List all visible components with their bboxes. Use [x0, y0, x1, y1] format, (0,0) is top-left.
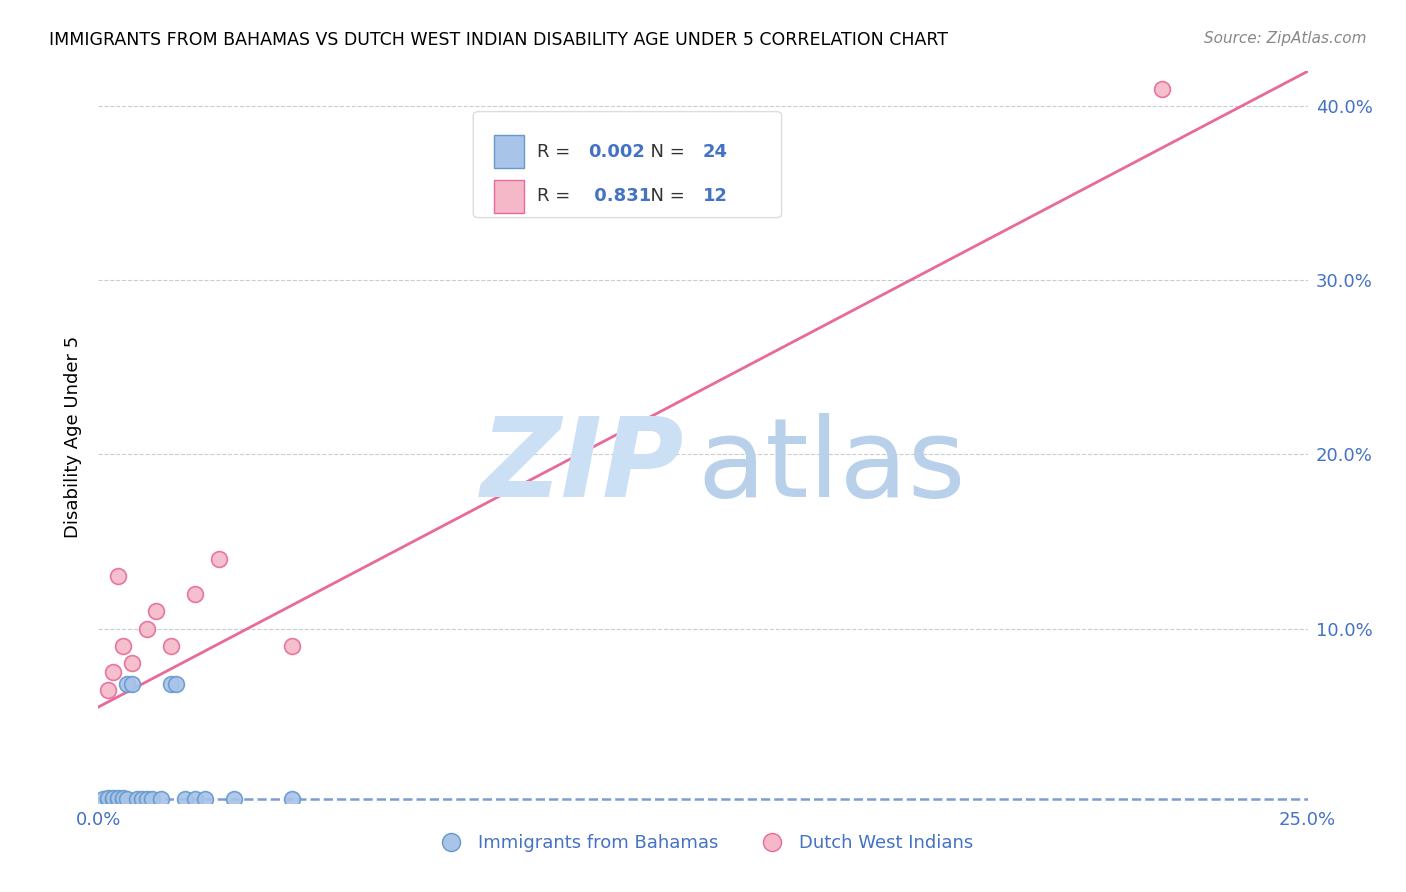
Point: [91, 792, 114, 806]
Point: [281, 639, 304, 653]
Point: [111, 790, 134, 805]
Point: [194, 792, 217, 806]
Point: [111, 639, 134, 653]
Text: IMMIGRANTS FROM BAHAMAS VS DUTCH WEST INDIAN DISABILITY AGE UNDER 5 CORRELATION : IMMIGRANTS FROM BAHAMAS VS DUTCH WEST IN…: [49, 31, 948, 49]
Point: [127, 792, 149, 806]
Point: [97, 790, 120, 805]
Text: R =: R =: [537, 187, 576, 205]
Point: [184, 792, 207, 806]
Point: [160, 677, 183, 691]
Point: [150, 792, 173, 806]
Text: ZIP: ZIP: [481, 413, 685, 520]
Y-axis label: Disability Age Under 5: Disability Age Under 5: [63, 336, 82, 538]
Point: [107, 790, 129, 805]
Point: [135, 622, 157, 636]
Point: [174, 792, 197, 806]
Text: 0.831: 0.831: [588, 187, 651, 205]
Point: [117, 677, 139, 691]
Bar: [494, 180, 524, 212]
Legend: Immigrants from Bahamas, Dutch West Indians: Immigrants from Bahamas, Dutch West Indi…: [425, 827, 981, 860]
Text: 0.002: 0.002: [588, 143, 645, 161]
Text: N =: N =: [638, 143, 690, 161]
Point: [160, 639, 183, 653]
Point: [111, 792, 134, 806]
Point: [184, 587, 207, 601]
Point: [208, 552, 231, 566]
Point: [121, 657, 143, 671]
Point: [97, 792, 120, 806]
Point: [101, 792, 124, 806]
Bar: [494, 136, 524, 169]
Text: Source: ZipAtlas.com: Source: ZipAtlas.com: [1204, 31, 1367, 46]
FancyBboxPatch shape: [474, 112, 782, 218]
Point: [1152, 82, 1174, 96]
Point: [117, 792, 139, 806]
Point: [107, 569, 129, 583]
Text: 24: 24: [703, 143, 728, 161]
Point: [165, 677, 187, 691]
Point: [121, 677, 143, 691]
Point: [141, 792, 163, 806]
Point: [135, 792, 157, 806]
Point: [97, 682, 120, 697]
Text: atlas: atlas: [697, 413, 966, 520]
Point: [107, 792, 129, 806]
Text: N =: N =: [638, 187, 690, 205]
Point: [222, 792, 245, 806]
Point: [281, 792, 304, 806]
Text: 12: 12: [703, 187, 728, 205]
Point: [145, 604, 167, 618]
Point: [131, 792, 153, 806]
Text: R =: R =: [537, 143, 576, 161]
Point: [101, 665, 124, 680]
Point: [101, 790, 124, 805]
